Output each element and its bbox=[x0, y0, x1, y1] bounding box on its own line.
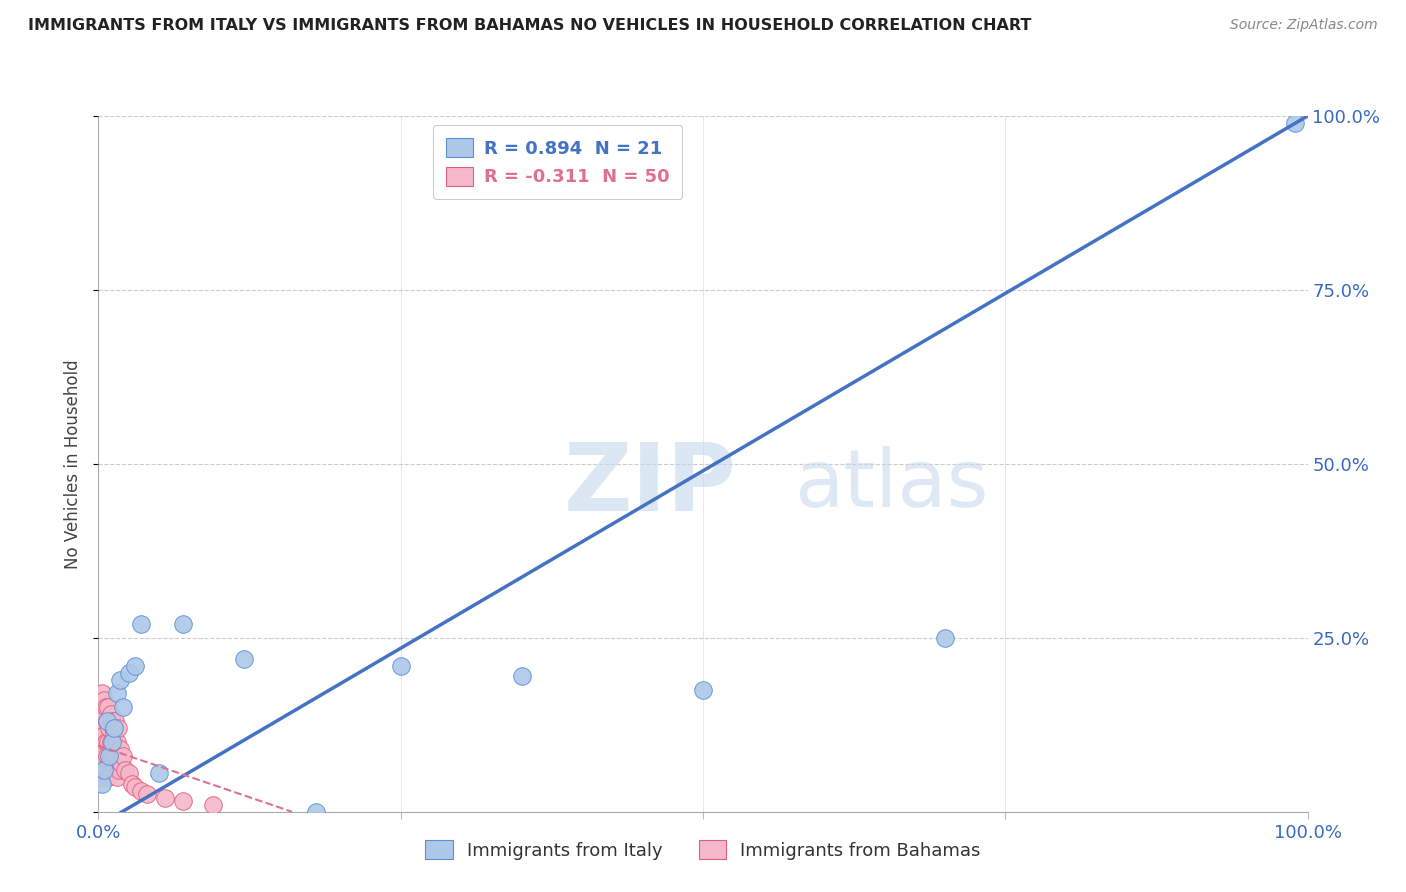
Point bbox=[98, 756, 121, 770]
Point bbox=[135, 788, 157, 801]
Point bbox=[100, 763, 122, 777]
Point bbox=[104, 714, 127, 729]
Point bbox=[153, 790, 176, 805]
Point bbox=[148, 766, 170, 780]
Point bbox=[93, 693, 115, 707]
Point bbox=[100, 735, 122, 749]
Point bbox=[91, 777, 114, 791]
Point bbox=[90, 714, 112, 729]
Point bbox=[103, 721, 125, 735]
Legend: Immigrants from Italy, Immigrants from Bahamas: Immigrants from Italy, Immigrants from B… bbox=[413, 827, 993, 872]
Point bbox=[97, 735, 120, 749]
Point bbox=[103, 763, 125, 777]
Point bbox=[105, 770, 128, 784]
Point bbox=[100, 735, 122, 749]
Point bbox=[111, 749, 134, 764]
Point bbox=[89, 735, 111, 749]
Point bbox=[124, 780, 146, 795]
Point bbox=[101, 756, 124, 770]
Point bbox=[108, 742, 131, 756]
Point bbox=[93, 756, 115, 770]
Y-axis label: No Vehicles in Household: No Vehicles in Household bbox=[65, 359, 83, 569]
Point bbox=[100, 707, 122, 722]
Text: IMMIGRANTS FROM ITALY VS IMMIGRANTS FROM BAHAMAS NO VEHICLES IN HOUSEHOLD CORREL: IMMIGRANTS FROM ITALY VS IMMIGRANTS FROM… bbox=[28, 18, 1032, 33]
Point bbox=[108, 673, 131, 687]
Point bbox=[232, 651, 254, 665]
Text: ZIP: ZIP bbox=[564, 439, 737, 531]
Point bbox=[96, 714, 118, 729]
Point bbox=[100, 714, 122, 729]
Point bbox=[105, 735, 128, 749]
Point bbox=[305, 805, 328, 819]
Point bbox=[91, 686, 114, 700]
Point bbox=[105, 686, 128, 700]
Point bbox=[110, 756, 132, 770]
Point bbox=[91, 742, 114, 756]
Point bbox=[108, 763, 131, 777]
Point bbox=[129, 616, 152, 631]
Point bbox=[389, 658, 412, 673]
Point bbox=[118, 766, 141, 780]
Point bbox=[91, 721, 114, 735]
Point bbox=[98, 721, 121, 735]
Point bbox=[1284, 116, 1306, 130]
Text: Source: ZipAtlas.com: Source: ZipAtlas.com bbox=[1230, 18, 1378, 32]
Point bbox=[90, 749, 112, 764]
Point bbox=[94, 763, 117, 777]
Point bbox=[104, 749, 127, 764]
Point bbox=[96, 749, 118, 764]
Point bbox=[202, 797, 225, 812]
Point bbox=[96, 714, 118, 729]
Point bbox=[934, 631, 956, 645]
Point bbox=[100, 749, 122, 764]
Point bbox=[114, 763, 136, 777]
Point bbox=[107, 756, 129, 770]
Point bbox=[103, 728, 125, 742]
Point bbox=[124, 658, 146, 673]
Point bbox=[94, 735, 117, 749]
Text: atlas: atlas bbox=[793, 446, 988, 524]
Point bbox=[93, 728, 115, 742]
Point bbox=[107, 721, 129, 735]
Point bbox=[101, 721, 124, 735]
Point bbox=[91, 707, 114, 722]
Point bbox=[93, 763, 115, 777]
Point bbox=[692, 683, 714, 698]
Point bbox=[129, 784, 152, 798]
Point bbox=[111, 700, 134, 714]
Point bbox=[172, 794, 194, 808]
Point bbox=[172, 616, 194, 631]
Point bbox=[97, 770, 120, 784]
Point bbox=[121, 777, 143, 791]
Point bbox=[510, 669, 533, 683]
Point bbox=[98, 749, 121, 764]
Point bbox=[94, 700, 117, 714]
Point bbox=[118, 665, 141, 680]
Point bbox=[91, 763, 114, 777]
Point bbox=[89, 770, 111, 784]
Point bbox=[97, 700, 120, 714]
